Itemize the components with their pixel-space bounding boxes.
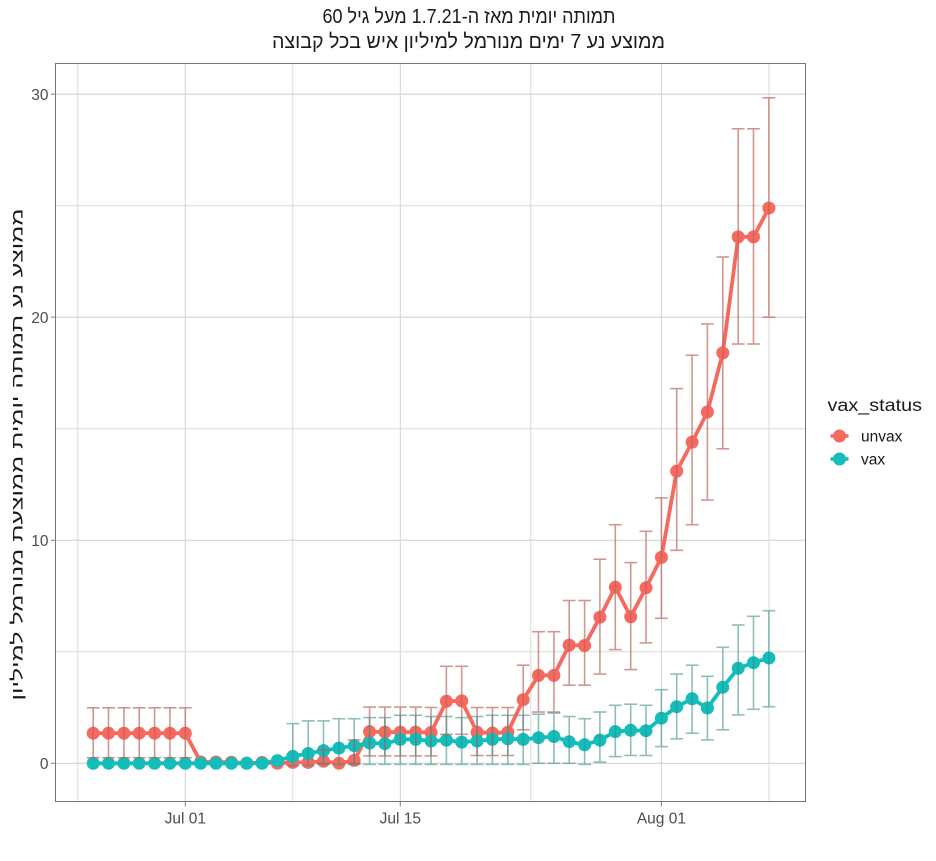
svg-text:תמותה יומית מאז ה-1.7.21 מעל ג: תמותה יומית מאז ה-1.7.21 מעל גיל 60: [323, 6, 616, 28]
svg-text:20: 20: [31, 310, 49, 327]
svg-text:10: 10: [31, 533, 49, 550]
svg-text:vax: vax: [861, 452, 885, 469]
svg-text:Aug 01: Aug 01: [637, 811, 686, 828]
svg-text:Jul 01: Jul 01: [165, 811, 206, 828]
svg-text:ממוצע נע 7 ימים מנורמל למיליון: ממוצע נע 7 ימים מנורמל למיליון איש בכל ק…: [272, 31, 665, 53]
svg-text:vax_status: vax_status: [828, 395, 923, 416]
svg-text:unvax: unvax: [861, 429, 903, 446]
svg-text:0: 0: [40, 756, 49, 773]
svg-text:ממוצע נע תמותה יומית ממוצעת מנ: ממוצע נע תמותה יומית ממוצעת מנורמל למילי…: [9, 209, 27, 701]
svg-text:30: 30: [31, 87, 49, 104]
svg-text:Jul 15: Jul 15: [380, 811, 421, 828]
